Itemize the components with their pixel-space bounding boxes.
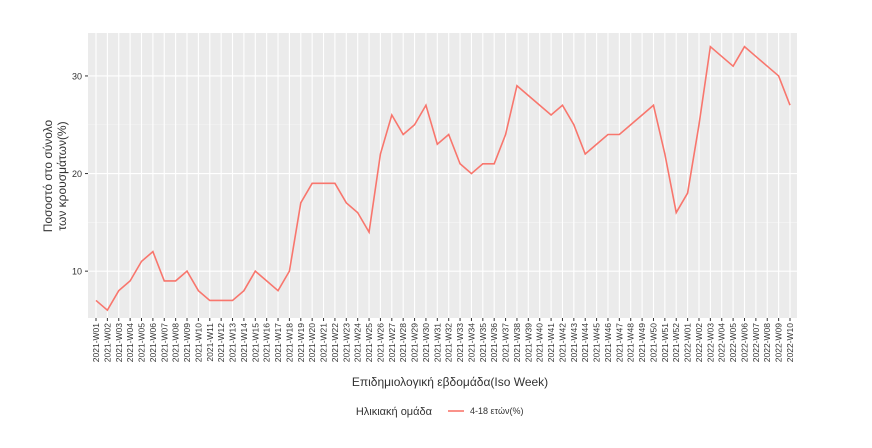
x-tick-label: 2021-W39: [523, 323, 533, 362]
x-tick-label: 2021-W28: [398, 323, 408, 362]
legend-label: 4-18 ετών(%): [470, 406, 523, 416]
x-tick-label: 2022-W02: [694, 323, 704, 362]
x-tick-label: 2021-W44: [580, 323, 590, 362]
y-tick-label: 20: [72, 169, 82, 179]
x-tick-label: 2021-W22: [330, 323, 340, 362]
x-tick-label: 2021-W40: [535, 323, 545, 362]
x-tick-label: 2022-W05: [728, 323, 738, 362]
x-tick-label: 2021-W11: [205, 323, 215, 362]
x-tick-label: 2021-W18: [284, 323, 294, 362]
x-tick-label: 2021-W43: [569, 323, 579, 362]
x-tick-label: 2021-W42: [557, 323, 567, 362]
x-tick-label: 2021-W46: [603, 323, 613, 362]
x-tick-label: 2021-W10: [193, 323, 203, 362]
x-tick-label: 2021-W33: [455, 323, 465, 362]
x-tick-label: 2021-W52: [671, 323, 681, 362]
x-tick-label: 2021-W26: [375, 323, 385, 362]
x-tick-label: 2022-W01: [683, 323, 693, 362]
x-tick-label: 2021-W13: [228, 323, 238, 362]
x-tick-label: 2021-W09: [182, 323, 192, 362]
x-tick-label: 2021-W03: [114, 323, 124, 362]
x-tick-label: 2021-W23: [341, 323, 351, 362]
x-tick-label: 2021-W27: [387, 323, 397, 362]
x-tick-label: 2022-W09: [774, 323, 784, 362]
x-tick-label: 2021-W07: [159, 323, 169, 362]
data-line: [95, 45, 791, 312]
x-tick-label: 2021-W41: [546, 323, 556, 362]
x-tick-label: 2022-W04: [717, 323, 727, 362]
x-tick-label: 2021-W35: [478, 323, 488, 362]
x-tick-label: 2021-W29: [410, 323, 420, 362]
x-tick-label: 2021-W08: [171, 323, 181, 362]
x-tick-label: 2021-W17: [273, 323, 283, 362]
y-tick-label: 10: [72, 267, 82, 277]
x-tick-label: 2021-W19: [296, 323, 306, 362]
x-tick-label: 2021-W01: [91, 323, 101, 362]
x-tick-label: 2021-W50: [648, 323, 658, 362]
x-tick-label: 2021-W05: [137, 323, 147, 362]
x-tick-label: 2021-W32: [444, 323, 454, 362]
x-tick-label: 2021-W14: [239, 323, 249, 362]
y-axis-label: των κρουσμάτων(%): [55, 121, 69, 230]
x-tick-label: 2021-W30: [421, 323, 431, 362]
x-tick-label: 2021-W38: [512, 323, 522, 362]
x-tick-label: 2021-W36: [489, 323, 499, 362]
x-tick-label: 2022-W08: [762, 323, 772, 362]
x-tick-label: 2021-W48: [626, 323, 636, 362]
x-tick-label: 2021-W34: [466, 323, 476, 362]
x-tick-label: 2021-W15: [250, 323, 260, 362]
x-tick-label: 2021-W16: [262, 323, 272, 362]
x-tick-label: 2021-W49: [637, 323, 647, 362]
x-tick-label: 2021-W37: [501, 323, 511, 362]
x-tick-label: 2021-W31: [432, 323, 442, 362]
x-axis-label: Επιδημιολογική εβδομάδα(Iso Week): [352, 375, 548, 389]
x-tick-label: 2022-W03: [705, 323, 715, 362]
x-tick-label: 2021-W06: [148, 323, 158, 362]
x-tick-label: 2021-W04: [125, 323, 135, 362]
x-tick-label: 2021-W02: [102, 323, 112, 362]
x-tick-label: 2021-W24: [353, 323, 363, 362]
x-tick-label: 2022-W06: [739, 323, 749, 362]
x-tick-label: 2021-W25: [364, 323, 374, 362]
x-tick-label: 2021-W20: [307, 323, 317, 362]
x-tick-label: 2021-W47: [614, 323, 624, 362]
x-tick-label: 2022-W07: [751, 323, 761, 362]
x-tick-label: 2021-W21: [319, 323, 329, 362]
y-tick-label: 30: [72, 71, 82, 81]
legend-title: Ηλικιακή ομάδα: [356, 406, 433, 418]
x-tick-label: 2021-W51: [660, 323, 670, 362]
panel: [88, 33, 797, 318]
x-tick-label: 2021-W12: [216, 323, 226, 362]
x-tick-label: 2022-W10: [785, 323, 795, 362]
y-axis-label: Ποσοστό στο σύνολο: [41, 119, 55, 232]
x-tick-label: 2021-W45: [592, 323, 602, 362]
